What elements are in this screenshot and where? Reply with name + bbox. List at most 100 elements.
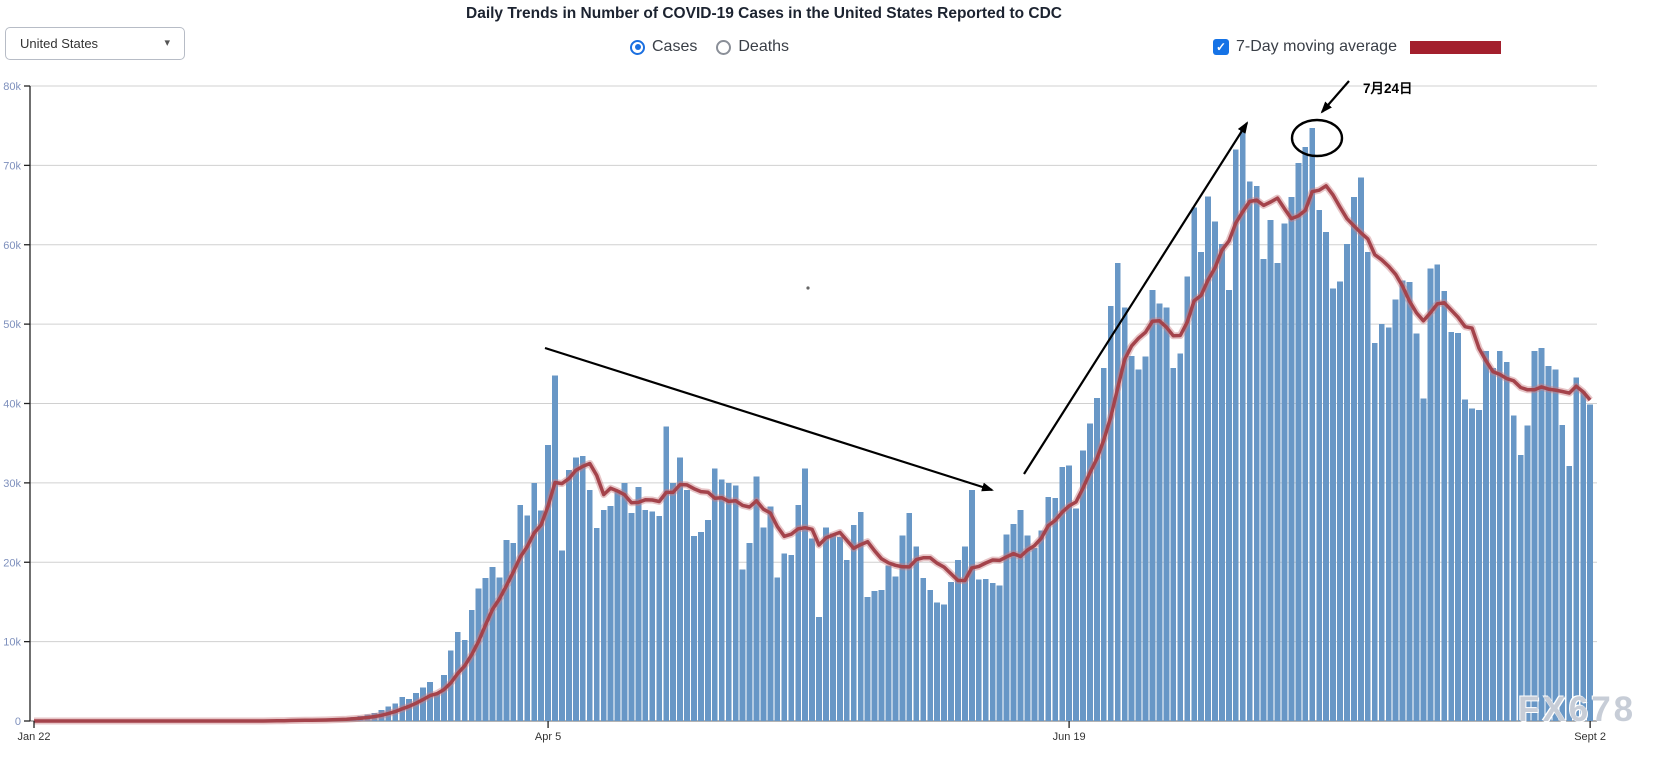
daily-cases-bar[interactable] [760, 527, 767, 721]
daily-cases-bar[interactable] [906, 513, 913, 721]
daily-cases-bar[interactable] [677, 457, 683, 721]
daily-cases-bar[interactable] [802, 468, 809, 721]
daily-cases-bar[interactable] [941, 604, 947, 721]
daily-cases-bar[interactable] [691, 536, 697, 721]
daily-cases-bar[interactable] [1073, 508, 1079, 721]
daily-cases-bar[interactable] [711, 468, 718, 721]
daily-cases-bar[interactable] [1066, 465, 1072, 721]
daily-cases-bar[interactable] [1177, 353, 1184, 721]
daily-cases-bar[interactable] [406, 698, 413, 721]
daily-cases-bar[interactable] [434, 693, 440, 721]
daily-cases-bar[interactable] [1427, 268, 1434, 721]
daily-cases-bar[interactable] [1302, 147, 1309, 721]
daily-cases-bar[interactable] [1420, 398, 1427, 721]
daily-cases-bar[interactable] [1219, 243, 1225, 721]
daily-cases-bar[interactable] [1267, 220, 1274, 721]
daily-cases-bar[interactable] [996, 585, 1003, 721]
daily-cases-bar[interactable] [955, 559, 961, 721]
daily-cases-bar[interactable] [857, 512, 864, 721]
daily-cases-bar[interactable] [962, 546, 968, 722]
daily-cases-bar[interactable] [559, 550, 565, 721]
daily-cases-bar[interactable] [454, 632, 461, 721]
daily-cases-bar[interactable] [704, 520, 711, 721]
daily-cases-bar[interactable] [1080, 450, 1086, 721]
daily-cases-bar[interactable] [566, 470, 572, 721]
daily-cases-bar[interactable] [1448, 332, 1455, 721]
daily-cases-bar[interactable] [1496, 351, 1503, 721]
daily-cases-bar[interactable] [927, 590, 934, 721]
daily-cases-bar[interactable] [1045, 497, 1052, 721]
daily-cases-bar[interactable] [767, 506, 774, 721]
daily-cases-bar[interactable] [885, 565, 892, 721]
daily-cases-bar[interactable] [1510, 415, 1517, 721]
daily-cases-bar[interactable] [1295, 162, 1302, 722]
daily-cases-bar[interactable] [989, 582, 996, 721]
daily-cases-bar[interactable] [878, 590, 885, 721]
daily-cases-bar[interactable] [934, 602, 941, 721]
daily-cases-bar[interactable] [1017, 509, 1024, 721]
daily-cases-bar[interactable] [510, 543, 517, 721]
daily-cases-bar[interactable] [1351, 197, 1357, 722]
daily-cases-bar[interactable] [816, 617, 822, 721]
daily-cases-bar[interactable] [1212, 221, 1218, 722]
daily-cases-bar[interactable] [1538, 347, 1545, 721]
daily-cases-bar[interactable] [1476, 409, 1482, 721]
daily-cases-bar[interactable] [1170, 367, 1177, 721]
daily-cases-bar[interactable] [1462, 399, 1468, 721]
daily-cases-bar[interactable] [517, 505, 524, 721]
daily-cases-bar[interactable] [496, 577, 503, 721]
daily-cases-bar[interactable] [1337, 281, 1343, 721]
daily-cases-bar[interactable] [864, 597, 871, 721]
cases-radio[interactable] [630, 39, 645, 55]
daily-cases-bar[interactable] [1434, 264, 1441, 721]
daily-cases-bar[interactable] [1455, 332, 1462, 721]
daily-cases-bar[interactable] [892, 576, 899, 721]
region-dropdown[interactable]: United States ▾ [5, 27, 185, 60]
daily-cases-bar[interactable] [600, 509, 607, 721]
daily-cases-bar[interactable] [1225, 289, 1232, 721]
daily-cases-bar[interactable] [593, 528, 600, 721]
daily-cases-bar[interactable] [920, 578, 927, 722]
daily-cases-bar[interactable] [607, 505, 614, 721]
daily-cases-bar[interactable] [447, 650, 454, 721]
daily-cases-bar[interactable] [628, 513, 635, 721]
daily-cases-bar[interactable] [489, 567, 496, 721]
daily-cases-bar[interactable] [1580, 391, 1587, 721]
daily-cases-bar[interactable] [1100, 367, 1107, 721]
daily-cases-bar[interactable] [440, 674, 447, 721]
daily-cases-bar[interactable] [732, 485, 739, 721]
daily-cases-bar[interactable] [1531, 351, 1538, 721]
daily-cases-bar[interactable] [1135, 369, 1142, 721]
daily-cases-bar[interactable] [1378, 324, 1385, 722]
daily-cases-bar[interactable] [1246, 181, 1253, 721]
daily-cases-bar[interactable] [1107, 305, 1114, 721]
daily-cases-bar[interactable] [1121, 307, 1128, 721]
daily-cases-bar[interactable] [1469, 408, 1475, 721]
daily-cases-bar[interactable] [579, 455, 586, 721]
daily-cases-bar[interactable] [552, 375, 558, 721]
daily-cases-bar[interactable] [975, 579, 982, 721]
daily-cases-bar[interactable] [809, 538, 815, 721]
daily-cases-bar[interactable] [503, 540, 510, 721]
cases-radio-label[interactable]: Cases [652, 38, 698, 55]
daily-cases-bar[interactable] [1371, 343, 1378, 721]
daily-cases-bar[interactable] [1052, 497, 1059, 721]
daily-cases-bar[interactable] [531, 482, 538, 722]
daily-cases-bar[interactable] [1323, 232, 1330, 722]
daily-cases-bar[interactable] [635, 486, 642, 721]
daily-cases-bar[interactable] [1566, 466, 1573, 721]
daily-cases-bar[interactable] [1087, 423, 1093, 721]
daily-cases-bar[interactable] [642, 509, 649, 721]
daily-cases-bar[interactable] [1114, 263, 1121, 721]
daily-cases-bar[interactable] [1184, 276, 1191, 722]
daily-cases-bar[interactable] [1364, 251, 1371, 721]
daily-cases-bar[interactable] [475, 588, 482, 721]
daily-cases-bar[interactable] [774, 577, 781, 721]
daily-cases-bar[interactable] [1392, 299, 1399, 721]
daily-cases-bar[interactable] [1232, 149, 1239, 722]
daily-cases-bar[interactable] [586, 490, 593, 721]
daily-cases-bar[interactable] [948, 582, 954, 721]
daily-cases-bar[interactable] [1163, 307, 1170, 721]
daily-cases-bar[interactable] [1573, 377, 1580, 721]
daily-cases-bar[interactable] [670, 482, 677, 722]
